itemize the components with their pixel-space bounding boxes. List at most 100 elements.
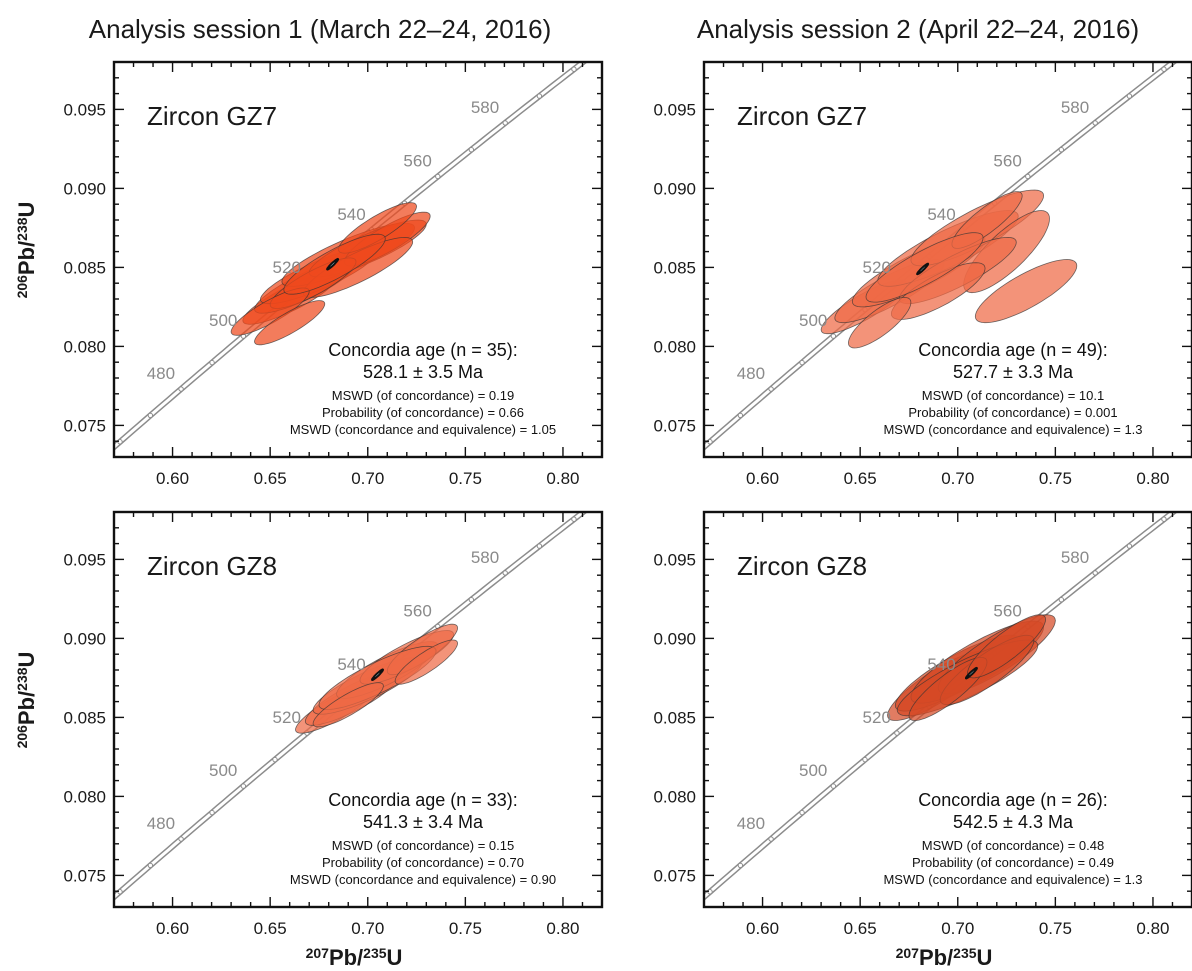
sample-label: Zircon GZ7 — [147, 101, 277, 131]
mswd-stat: Probability (of concordance) = 0.001 — [908, 405, 1117, 420]
concordia-age-marker — [799, 809, 805, 816]
x-tick-label: 0.80 — [546, 469, 579, 488]
concordia-age-value: 528.1 ± 3.5 Ma — [363, 362, 484, 382]
concordia-age-label: 480 — [737, 364, 765, 383]
concordia-age-label: 580 — [471, 548, 499, 567]
x-tick-label: 0.75 — [449, 919, 482, 938]
concordia-age-label: 560 — [993, 601, 1021, 620]
concordia-age-label: 580 — [1061, 548, 1089, 567]
concordia-age-label: 480 — [147, 364, 175, 383]
panel-gz8-session-2: 480 500 520 540 560 580 0.60 0.65 0.70 0.75 0.80 0.… — [653, 510, 1192, 938]
concordia-age-ellipse — [965, 666, 978, 680]
concordia-age-marker — [58, 942, 62, 946]
y-tick-label: 0.095 — [63, 550, 106, 569]
axis-ticks — [704, 511, 1192, 907]
y-tick-label: 0.080 — [63, 787, 106, 806]
y-tick-label: 0.080 — [63, 337, 106, 356]
error-ellipse — [967, 614, 1047, 679]
concordia-age-marker — [1058, 147, 1065, 153]
y-tick-label: 0.085 — [63, 708, 106, 727]
axis-ticks — [704, 61, 1192, 457]
concordia-age-label: 560 — [993, 151, 1021, 170]
concordia-age-marker — [1161, 516, 1167, 522]
concordia-age-marker — [799, 359, 805, 366]
concordia-age-marker — [642, 463, 646, 467]
mswd-stat: MSWD (concordance and equivalence) = 0.9… — [290, 872, 556, 887]
sample-label: Zircon GZ8 — [737, 551, 867, 581]
mswd-stat: Probability (of concordance) = 0.49 — [912, 855, 1114, 870]
concordia-age-marker — [768, 836, 774, 842]
mswd-stat: Probability (of concordance) = 0.70 — [322, 855, 524, 870]
y-tick-label: 0.080 — [653, 337, 696, 356]
mswd-stat: MSWD (concordance and equivalence) = 1.3 — [883, 422, 1142, 437]
y-tick-label: 0.085 — [653, 258, 696, 277]
concordia-age-label: 480 — [737, 814, 765, 833]
concordia-age-label: 540 — [927, 205, 955, 224]
x-tick-label: 0.80 — [1136, 919, 1169, 938]
concordia-age-marker — [58, 492, 62, 496]
concordia-age-marker — [88, 466, 92, 470]
concordia-age-marker — [1126, 93, 1133, 99]
y-tick-label: 0.075 — [63, 416, 106, 435]
error-ellipse — [394, 639, 459, 685]
axis-ticks — [114, 511, 603, 907]
y-tick-label: 0.090 — [63, 629, 106, 648]
y-tick-label: 0.090 — [653, 179, 696, 198]
concordia-age-label: 560 — [403, 601, 431, 620]
concordia-age-ellipse — [916, 262, 930, 276]
concordia-age-marker — [737, 862, 744, 869]
concordia-age-marker — [536, 543, 543, 549]
concordia-age-label: 500 — [209, 311, 237, 330]
y-tick-label: 0.095 — [63, 100, 106, 119]
y-tick-label: 0.075 — [63, 866, 106, 885]
y-tick-label: 0.090 — [653, 629, 696, 648]
concordia-age-title: Concordia age (n = 35): — [328, 340, 518, 360]
concordia-age-marker — [1092, 120, 1098, 126]
concordia-age-marker — [642, 13, 646, 17]
mswd-stat: Probability (of concordance) = 0.66 — [322, 405, 524, 420]
error-ellipse — [312, 682, 384, 728]
y-tick-label: 0.085 — [63, 258, 106, 277]
concordia-age-ellipse — [371, 668, 385, 682]
concordia-age-value: 541.3 ± 3.4 Ma — [363, 812, 484, 832]
mswd-stat: MSWD (concordance and equivalence) = 1.3 — [883, 872, 1142, 887]
concordia-age-label: 500 — [209, 761, 237, 780]
concordia-age-marker — [830, 783, 837, 789]
concordia-age-marker — [178, 386, 184, 392]
concordia-age-marker — [1025, 173, 1031, 180]
concordia-age-marker — [678, 466, 682, 470]
concordia-age-marker — [468, 147, 475, 153]
concordia-age-marker — [536, 93, 543, 99]
concordia-age-marker — [502, 570, 508, 576]
concordia-age-marker — [607, 490, 611, 494]
concordia-age-marker — [1126, 543, 1133, 549]
mswd-stat: MSWD (of concordance) = 0.15 — [332, 838, 514, 853]
concordia-age-marker — [468, 597, 475, 603]
concordia-age-label: 500 — [799, 761, 827, 780]
y-tick-label: 0.080 — [653, 787, 696, 806]
y-axis-label-bottom: 206Pb/238U — [14, 652, 39, 749]
x-tick-label: 0.75 — [1039, 919, 1072, 938]
concordia-age-label: 540 — [927, 655, 955, 674]
concordia-age-title: Concordia age (n = 33): — [328, 790, 518, 810]
y-tick-label: 0.095 — [653, 550, 696, 569]
concordia-age-marker — [88, 916, 92, 920]
concordia-age-label: 520 — [273, 258, 301, 277]
concordia-age-label: 560 — [403, 151, 431, 170]
concordia-age-label: 540 — [337, 655, 365, 674]
concordia-age-label: 520 — [273, 708, 301, 727]
concordia-age-marker — [894, 730, 900, 736]
concordia-age-marker — [1092, 570, 1098, 576]
concordia-age-marker — [571, 66, 577, 72]
plot-frame — [702, 60, 1192, 459]
concordia-age-value: 527.7 ± 3.3 Ma — [953, 362, 1074, 382]
plot-frame — [112, 510, 604, 909]
y-tick-label: 0.090 — [63, 179, 106, 198]
concordia-age-marker — [209, 809, 215, 816]
concordia-age-title: Concordia age (n = 26): — [918, 790, 1108, 810]
concordia-age-label: 480 — [147, 814, 175, 833]
concordia-age-marker — [571, 516, 577, 522]
y-tick-label: 0.085 — [653, 708, 696, 727]
y-tick-label: 0.075 — [653, 866, 696, 885]
